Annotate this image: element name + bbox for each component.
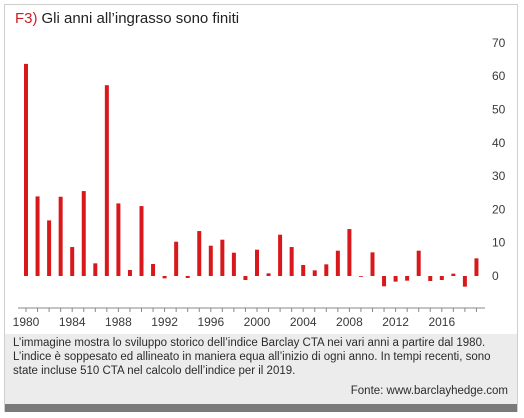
y-tick-label: 0 (492, 269, 499, 283)
figure-tag: F3) (15, 10, 38, 27)
bar-2005 (312, 270, 317, 276)
bar-1998 (231, 252, 236, 276)
bottom-rule (5, 404, 517, 412)
caption-box (5, 334, 517, 412)
bar-2014 (416, 250, 421, 276)
bar-1980 (24, 63, 28, 276)
y-tick-label: 40 (492, 136, 506, 150)
bar-1996 (208, 245, 213, 276)
x-tick-label: 1980 (13, 315, 40, 329)
bar-2015 (428, 276, 433, 281)
bar-2012 (393, 276, 398, 282)
bar-2000 (255, 249, 259, 276)
figure-title-text: Gli anni all’ingrasso sono finiti (41, 10, 240, 27)
bar-2018 (462, 276, 467, 287)
bar-1992 (162, 276, 167, 279)
y-tick-label: 20 (492, 202, 506, 216)
x-tick-label: 2000 (244, 315, 271, 329)
bar-1991 (151, 264, 156, 276)
bar-1988 (116, 203, 121, 276)
bar-2004 (301, 265, 306, 276)
bar-2008 (347, 229, 352, 276)
x-tick-label: 1996 (197, 315, 224, 329)
bar-1985 (81, 191, 86, 276)
caption-text: L’immagine mostra lo sviluppo storico de… (13, 337, 491, 378)
bar-2016 (439, 276, 444, 280)
y-tick-label: 30 (492, 169, 506, 183)
bar-2002 (278, 234, 283, 276)
bar-1982 (47, 220, 52, 276)
x-tick-label: 2008 (336, 315, 363, 329)
bar-1989 (127, 270, 132, 276)
bar-2007 (335, 250, 340, 276)
y-tick-label: 70 (492, 36, 506, 50)
x-tick-label: 2004 (290, 315, 317, 329)
bar-2009 (358, 276, 363, 277)
x-tick-label: 2012 (382, 315, 409, 329)
bar-2003 (289, 247, 294, 276)
bar-1995 (197, 231, 202, 276)
bar-2010 (370, 252, 375, 276)
bar-1987 (104, 85, 109, 276)
bar-1981 (35, 196, 40, 276)
bar-1994 (185, 276, 190, 278)
x-tick-label: 1984 (59, 315, 86, 329)
bar-chart: 0 10 20 30 40 50 60 70 1980 1984 1988 1992 1996 2000 2… (13, 36, 506, 329)
bar-2006 (324, 264, 329, 276)
y-tick-label: 10 (492, 236, 506, 250)
bar-2013 (405, 276, 410, 281)
bar-1986 (93, 263, 98, 276)
bar-1990 (139, 206, 144, 276)
source-credit: Fonte: www.barclayhedge.com (350, 385, 508, 397)
bar-2011 (382, 276, 387, 287)
bar-1984 (70, 247, 75, 276)
bar-2001 (266, 273, 271, 276)
x-tick-label: 2016 (428, 315, 455, 329)
bar-1993 (174, 241, 179, 276)
y-tick-label: 60 (492, 69, 506, 83)
chart-title: F3) Gli anni all’ingrasso sono finiti (15, 10, 239, 27)
x-tick-label: 1992 (151, 315, 178, 329)
bar-2019 (474, 258, 479, 276)
bar-1997 (220, 239, 225, 276)
bar-1999 (243, 276, 248, 280)
bar-2017 (451, 273, 456, 276)
bar-1983 (58, 196, 63, 276)
y-tick-label: 50 (492, 103, 506, 117)
x-tick-label: 1988 (105, 315, 132, 329)
